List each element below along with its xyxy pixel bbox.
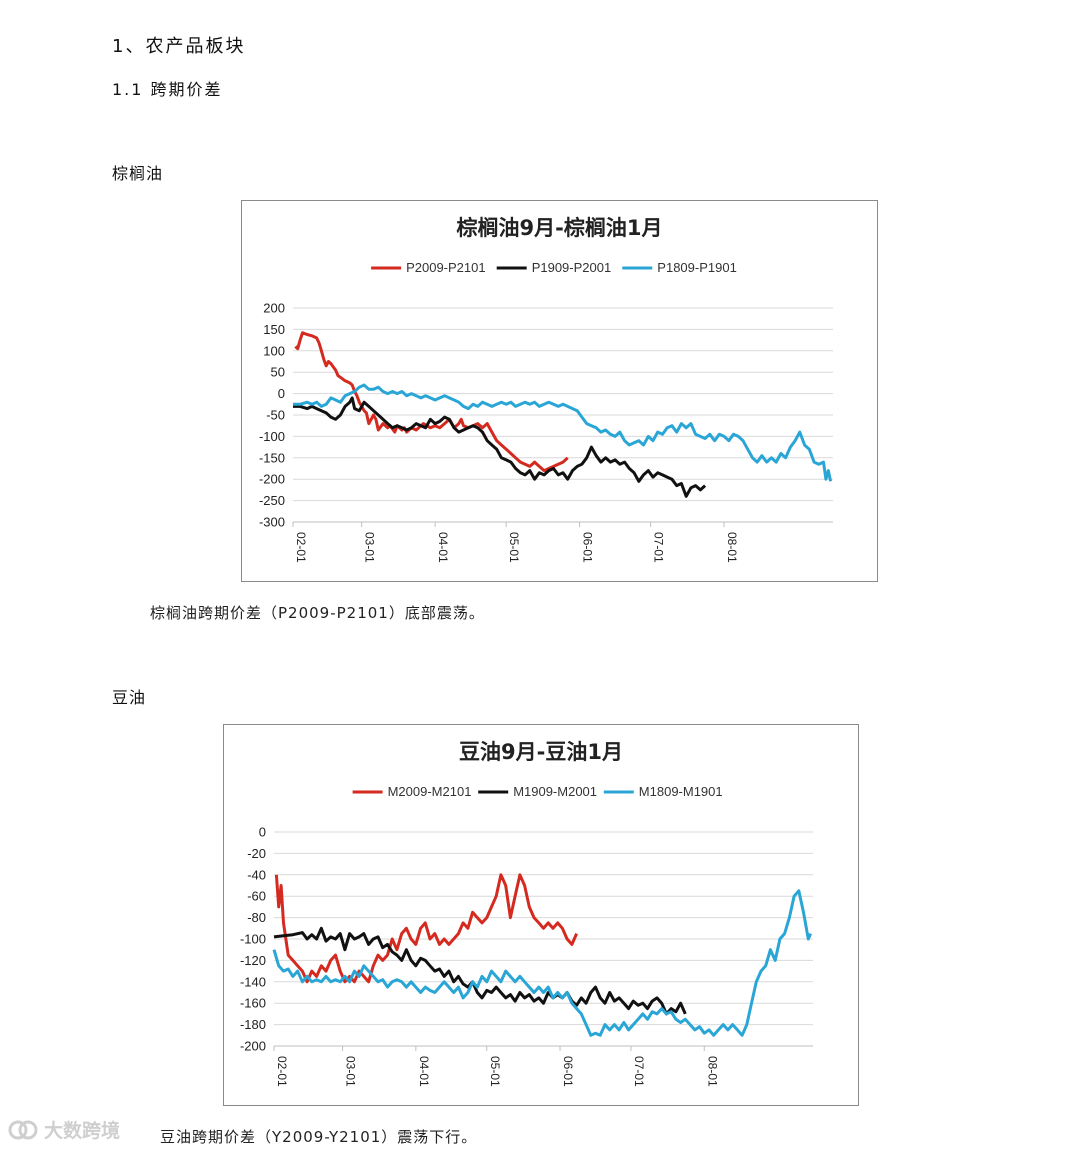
x-tick-label: 05-01 — [507, 532, 521, 563]
x-tick-label: 03-01 — [363, 532, 377, 563]
y-tick-label: -200 — [259, 472, 285, 487]
x-tick-label: 04-01 — [417, 1056, 431, 1087]
y-tick-label: -20 — [247, 846, 266, 861]
series-line-p1809-p1901 — [293, 383, 833, 482]
subsection-heading: 1.1 跨期价差 — [112, 80, 223, 99]
x-tick-label: 06-01 — [561, 1056, 575, 1087]
y-tick-label: -300 — [259, 515, 285, 530]
watermark-text: 大数跨境 — [44, 1120, 121, 1142]
y-tick-label: -200 — [240, 1039, 266, 1054]
legend-label: P2009-P2101 — [406, 260, 486, 275]
legend-entry: M1809-M1901 — [603, 784, 723, 799]
chart-title: 豆油9月-豆油1月 — [459, 740, 623, 764]
y-tick-label: -140 — [240, 974, 266, 989]
y-tick-label: 200 — [263, 301, 285, 316]
y-tick-label: 50 — [271, 365, 285, 380]
logo-icon — [8, 1118, 38, 1142]
x-tick-label: 08-01 — [725, 532, 739, 563]
y-tick-label: -150 — [259, 450, 285, 465]
y-tick-label: -160 — [240, 996, 266, 1011]
y-tick-label: 100 — [263, 343, 285, 358]
x-tick-label: 07-01 — [652, 532, 666, 563]
palm-oil-caption: 棕榈油跨期价差（P2009-P2101）底部震荡。 — [150, 604, 485, 622]
legend-entry: M2009-M2101 — [352, 784, 472, 799]
y-tick-label: 150 — [263, 322, 285, 337]
legend-entry: P1909-P2001 — [496, 260, 612, 275]
x-tick-label: 02-01 — [275, 1056, 289, 1087]
y-tick-label: -80 — [247, 910, 266, 925]
legend-label: P1909-P2001 — [532, 260, 612, 275]
watermark: 大数跨境 — [8, 1116, 120, 1143]
legend-entry: M1909-M2001 — [478, 784, 597, 799]
chart-svg: 豆油9月-豆油1月 M2009-M2101 M1909-M2001 M1809-M19… — [240, 740, 813, 1087]
y-tick-label: -250 — [259, 493, 285, 508]
y-tick-label: 0 — [278, 386, 285, 401]
legend-entry: P2009-P2101 — [371, 260, 486, 275]
chart-svg: 棕榈油9月-棕榈油1月 P2009-P2101 P1909-P2001 P1809-P… — [259, 216, 833, 563]
y-tick-label: -60 — [247, 889, 266, 904]
y-tick-label: 0 — [259, 825, 266, 840]
x-tick-label: 06-01 — [581, 532, 595, 563]
chart-title: 棕榈油9月-棕榈油1月 — [457, 216, 663, 240]
x-tick-label: 08-01 — [705, 1056, 719, 1087]
legend-label: M2009-M2101 — [388, 784, 472, 799]
legend-label: P1809-P1901 — [657, 260, 737, 275]
palm-oil-chart: 棕榈油9月-棕榈油1月 P2009-P2101 P1909-P2001 P1809-P… — [241, 200, 878, 582]
y-tick-label: -100 — [259, 429, 285, 444]
x-tick-label: 04-01 — [436, 532, 450, 563]
palm-oil-label: 棕榈油 — [112, 164, 164, 183]
soybean-oil-chart: 豆油9月-豆油1月 M2009-M2101 M1909-M2001 M1809-M19… — [223, 724, 859, 1106]
y-tick-label: -40 — [247, 867, 266, 882]
x-tick-label: 05-01 — [488, 1056, 502, 1087]
soybean-oil-caption: 豆油跨期价差（Y2009-Y2101）震荡下行。 — [160, 1128, 478, 1146]
series-line-m2009-m2101 — [274, 873, 578, 984]
x-tick-label: 07-01 — [632, 1056, 646, 1087]
section-heading: 1、农产品板块 — [112, 36, 246, 57]
soybean-oil-label: 豆油 — [112, 688, 147, 707]
y-tick-label: -120 — [240, 953, 266, 968]
series-line-m1909-m2001 — [273, 926, 687, 1016]
legend-label: M1809-M1901 — [639, 784, 723, 799]
y-tick-label: -50 — [266, 408, 285, 423]
y-tick-label: -180 — [240, 1017, 266, 1032]
series-line-p1909-p2001 — [293, 396, 707, 498]
x-tick-label: 02-01 — [294, 532, 308, 563]
legend-entry: P1809-P1901 — [622, 260, 737, 275]
y-tick-label: -100 — [240, 932, 266, 947]
legend-label: M1909-M2001 — [513, 784, 597, 799]
series-line-m1809-m1901 — [272, 889, 812, 1037]
x-tick-label: 03-01 — [344, 1056, 358, 1087]
